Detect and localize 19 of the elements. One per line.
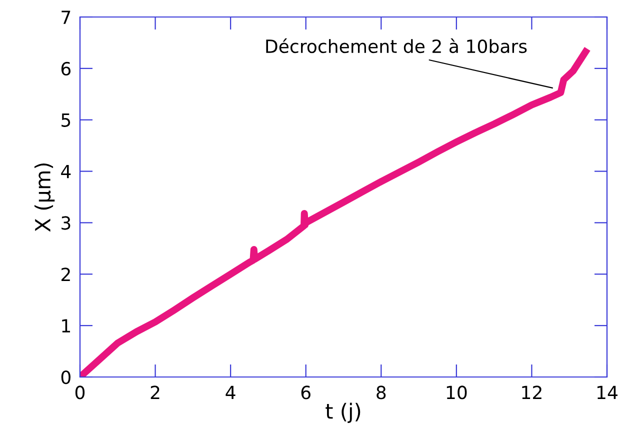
y-tick-label: 0 [61,370,70,384]
x-tick-label: 8 [376,386,386,400]
y-tick-label: 4 [61,164,71,178]
y-tick-label: 6 [61,62,71,76]
x-tick-label: 6 [301,386,310,400]
y-tick-label: 2 [62,268,70,282]
x-tick-label: 2 [150,386,160,400]
x-tick-label: 0 [75,386,85,400]
y-tick-label: 5 [62,114,70,127]
y-tick-label: 7 [62,10,70,24]
x-axis-title: t (j) [326,402,360,423]
annotation: Décrochement de 2 à 10bars [266,38,527,54]
y-tick-label: 3 [62,216,70,230]
x-tick-label: 4 [226,386,236,400]
x-tick-label: 10 [446,386,467,400]
y-tick-label: 1 [62,319,70,332]
x-tick-label: 14 [597,386,618,400]
x-tick-label: 12 [522,386,542,400]
y-axis-title: X (µm) [34,163,55,232]
